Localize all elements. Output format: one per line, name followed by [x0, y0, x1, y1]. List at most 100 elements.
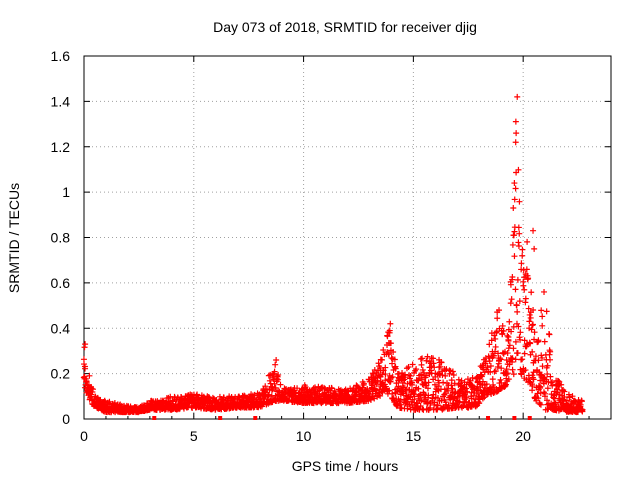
y-tick-label: 0.6 — [51, 275, 71, 291]
data-point — [498, 365, 505, 372]
data-point — [523, 266, 530, 273]
baseline-mark — [512, 416, 517, 420]
data-point — [514, 308, 521, 315]
data-point — [535, 357, 542, 364]
data-point — [455, 376, 462, 383]
data-point — [450, 372, 457, 379]
data-point — [486, 341, 493, 348]
data-point — [489, 376, 496, 383]
data-point — [503, 371, 510, 378]
data-point — [427, 404, 434, 411]
y-tick-label: 1.6 — [51, 48, 71, 64]
data-point — [522, 295, 529, 302]
data-point — [294, 385, 301, 392]
data-point — [510, 345, 517, 352]
data-point — [558, 381, 565, 388]
data-point — [386, 387, 393, 394]
chart-grid — [84, 56, 611, 419]
y-tick-label: 1.4 — [51, 93, 71, 109]
data-point — [514, 276, 521, 283]
data-point — [521, 350, 528, 357]
data-point — [448, 377, 455, 384]
data-point — [547, 356, 554, 363]
data-point — [509, 355, 516, 362]
data-point — [544, 371, 551, 378]
data-point — [530, 307, 537, 314]
data-point — [517, 329, 524, 336]
y-tick-label: 1 — [62, 184, 70, 200]
data-point — [505, 376, 512, 383]
data-point — [413, 366, 420, 373]
data-point — [417, 402, 424, 409]
data-point — [524, 238, 531, 245]
data-point — [532, 353, 539, 360]
data-point — [90, 386, 97, 393]
data-point — [414, 403, 421, 410]
data-point — [509, 276, 516, 283]
baseline-marks — [152, 416, 532, 420]
data-point — [530, 227, 537, 234]
data-point — [520, 266, 527, 273]
data-point — [521, 274, 528, 281]
data-point — [528, 289, 535, 296]
data-point — [515, 166, 522, 173]
data-point — [392, 365, 399, 372]
data-point — [386, 350, 393, 357]
data-point — [506, 342, 513, 349]
data-point — [499, 322, 506, 329]
data-point — [503, 366, 510, 373]
data-point — [508, 296, 515, 303]
data-point — [494, 315, 501, 322]
data-point — [521, 337, 528, 344]
data-point — [80, 356, 87, 363]
data-point — [417, 356, 424, 363]
data-point — [387, 320, 394, 327]
data-point — [389, 373, 396, 380]
data-point — [86, 372, 93, 379]
data-point — [541, 288, 548, 295]
data-point — [415, 385, 422, 392]
data-point — [537, 401, 544, 408]
data-point — [539, 363, 546, 370]
data-point — [492, 368, 499, 375]
data-point — [328, 385, 335, 392]
data-point — [272, 384, 279, 391]
data-point — [509, 366, 516, 373]
data-point — [194, 391, 201, 398]
data-point — [521, 286, 528, 293]
data-point — [492, 335, 499, 342]
data-point — [504, 370, 511, 377]
data-point — [508, 328, 515, 335]
data-point — [515, 224, 522, 231]
data-point — [399, 379, 406, 386]
data-point — [360, 380, 367, 387]
data-point — [449, 368, 456, 375]
data-points — [80, 93, 586, 416]
data-point — [265, 372, 272, 379]
data-point — [531, 336, 538, 343]
data-point — [379, 371, 386, 378]
data-point — [579, 406, 586, 413]
data-point — [81, 363, 88, 370]
data-point — [484, 364, 491, 371]
data-point — [512, 338, 519, 345]
data-point — [561, 388, 568, 395]
data-point — [435, 370, 442, 377]
data-point — [511, 180, 518, 187]
data-point — [262, 383, 269, 390]
data-point — [439, 372, 446, 379]
data-point — [520, 278, 527, 285]
data-point — [266, 377, 273, 384]
x-tick-label: 10 — [296, 428, 312, 444]
y-tick-label: 0.4 — [51, 320, 71, 336]
data-point — [577, 401, 584, 408]
data-point — [409, 361, 416, 368]
data-point — [502, 381, 509, 388]
data-point — [384, 333, 391, 340]
data-point — [518, 371, 525, 378]
data-point — [505, 337, 512, 344]
data-point — [497, 356, 504, 363]
data-point — [409, 396, 416, 403]
data-point — [544, 362, 551, 369]
